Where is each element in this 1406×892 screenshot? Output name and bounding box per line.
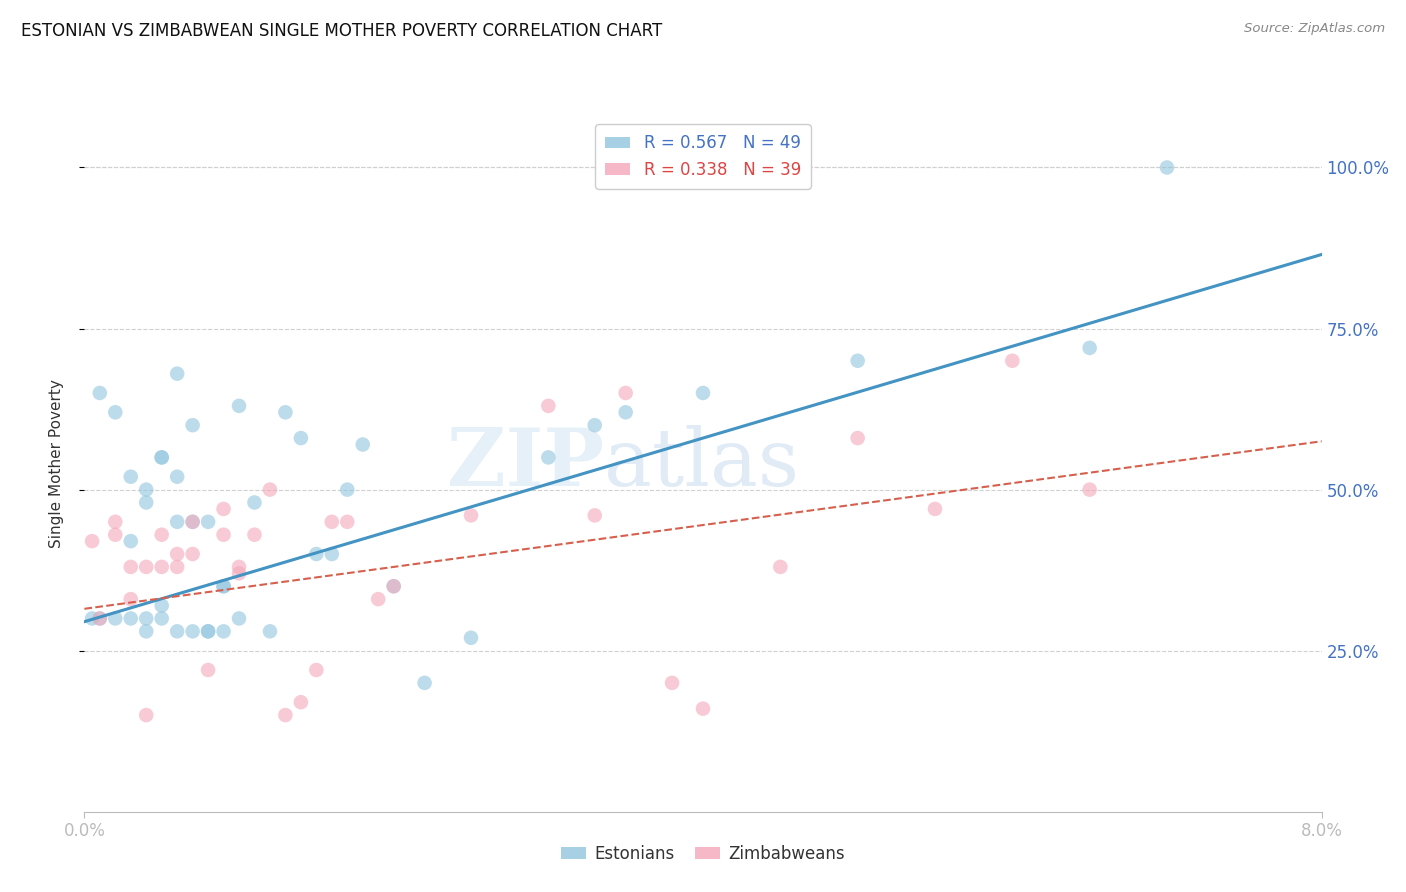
Point [150, 527, 173, 541]
Point [89, 611, 111, 625]
Point [321, 547, 343, 561]
Point [1078, 341, 1101, 355]
Point [150, 450, 173, 465]
Point [120, 592, 142, 607]
Text: atlas: atlas [605, 425, 799, 503]
Point [460, 631, 482, 645]
Point [197, 624, 219, 639]
Point [181, 547, 204, 561]
Point [150, 611, 173, 625]
Point [243, 527, 266, 541]
Point [1001, 353, 1024, 368]
Point [228, 560, 250, 574]
Point [259, 624, 281, 639]
Point [692, 701, 714, 715]
Point [120, 611, 142, 625]
Point [212, 624, 235, 639]
Point [135, 611, 157, 625]
Point [181, 515, 204, 529]
Point [614, 405, 637, 419]
Point [614, 386, 637, 401]
Point [583, 418, 606, 433]
Point [382, 579, 405, 593]
Point [150, 560, 173, 574]
Point [228, 399, 250, 413]
Point [583, 508, 606, 523]
Point [228, 566, 250, 581]
Point [661, 676, 683, 690]
Point [336, 483, 359, 497]
Point [305, 663, 328, 677]
Point [212, 527, 235, 541]
Point [82, 611, 104, 625]
Text: Source: ZipAtlas.com: Source: ZipAtlas.com [1244, 22, 1385, 36]
Point [104, 527, 127, 541]
Point [181, 515, 204, 529]
Point [212, 579, 235, 593]
Point [1156, 161, 1178, 175]
Point [336, 515, 359, 529]
Point [352, 437, 374, 451]
Y-axis label: Single Mother Poverty: Single Mother Poverty [49, 379, 63, 549]
Point [166, 624, 188, 639]
Point [212, 579, 235, 593]
Point [290, 431, 312, 445]
Point [166, 560, 188, 574]
Point [166, 469, 188, 483]
Point [846, 353, 869, 368]
Point [181, 624, 204, 639]
Point [135, 624, 157, 639]
Point [120, 469, 142, 483]
Point [305, 547, 328, 561]
Point [120, 534, 142, 549]
Point [846, 431, 869, 445]
Point [166, 367, 188, 381]
Point [181, 418, 204, 433]
Point [290, 695, 312, 709]
Point [460, 508, 482, 523]
Point [150, 450, 173, 465]
Point [197, 624, 219, 639]
Point [89, 611, 111, 625]
Point [413, 676, 436, 690]
Point [120, 560, 142, 574]
Text: ESTONIAN VS ZIMBABWEAN SINGLE MOTHER POVERTY CORRELATION CHART: ESTONIAN VS ZIMBABWEAN SINGLE MOTHER POV… [21, 22, 662, 40]
Point [321, 515, 343, 529]
Point [89, 386, 111, 401]
Point [274, 708, 297, 723]
Point [104, 515, 127, 529]
Point [692, 386, 714, 401]
Point [537, 450, 560, 465]
Point [367, 592, 389, 607]
Point [135, 495, 157, 509]
Point [382, 579, 405, 593]
Point [197, 663, 219, 677]
Point [135, 708, 157, 723]
Point [104, 405, 127, 419]
Point [769, 560, 792, 574]
Point [135, 560, 157, 574]
Point [274, 405, 297, 419]
Point [104, 611, 127, 625]
Point [166, 515, 188, 529]
Point [1078, 483, 1101, 497]
Point [924, 502, 946, 516]
Text: ZIP: ZIP [447, 425, 605, 503]
Point [166, 547, 188, 561]
Legend: Estonians, Zimbabweans: Estonians, Zimbabweans [554, 838, 852, 870]
Point [228, 611, 250, 625]
Point [82, 534, 104, 549]
Point [243, 495, 266, 509]
Point [197, 515, 219, 529]
Point [537, 399, 560, 413]
Point [259, 483, 281, 497]
Point [135, 483, 157, 497]
Point [150, 599, 173, 613]
Point [212, 502, 235, 516]
